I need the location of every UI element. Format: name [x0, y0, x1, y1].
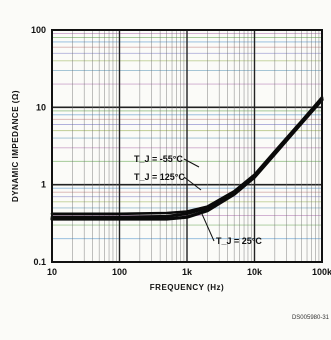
tick-labels: 10 100 1k 10k 100k 0.1 1 10 100	[31, 25, 331, 277]
annotation-tj-125: T_J = 125°C	[134, 172, 202, 191]
y-tick-label: 1	[41, 180, 46, 190]
x-tick-label: 10k	[247, 267, 263, 277]
annotation-label-tj-25: T_J = 25°C	[216, 236, 262, 246]
y-tick-label: 0.1	[33, 257, 46, 267]
y-tick-label: 100	[31, 25, 46, 35]
leader-line-tj-125	[183, 176, 202, 191]
y-tick-label: 10	[36, 102, 46, 112]
curves	[50, 96, 324, 221]
x-tick-label: 10	[47, 267, 57, 277]
x-tick-label: 1k	[182, 267, 193, 277]
x-tick-label: 100	[112, 267, 127, 277]
leader-line-tj-minus55	[183, 158, 200, 168]
grid	[51, 30, 322, 263]
plot-frame	[51, 29, 323, 263]
series-line-3	[50, 98, 324, 221]
annotation-label-tj-125: T_J = 125°C	[134, 172, 185, 182]
annotation-tj-25: T_J = 25°C	[201, 213, 262, 246]
leader-line-tj-25	[201, 213, 215, 242]
x-tick-label: 100k	[312, 267, 331, 277]
y-axis-label: DYNAMIC IMPEDANCE (Ω)	[11, 90, 20, 202]
annotation-label-tj-minus55: T_J = -55°C	[134, 154, 183, 164]
annotation-tj-minus55: T_J = -55°C	[134, 154, 200, 168]
figure-id: DS005980-31	[292, 315, 330, 321]
x-axis-label: FREQUENCY (Hz)	[150, 283, 224, 292]
